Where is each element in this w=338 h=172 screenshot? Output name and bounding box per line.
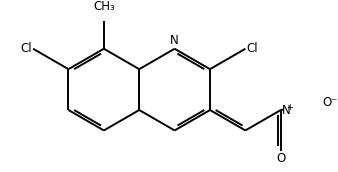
- Text: Cl: Cl: [247, 42, 258, 55]
- Text: N: N: [170, 34, 179, 47]
- Text: Cl: Cl: [20, 42, 32, 55]
- Text: O: O: [276, 152, 285, 165]
- Text: N: N: [282, 104, 290, 116]
- Text: +: +: [286, 103, 293, 112]
- Text: CH₃: CH₃: [93, 0, 115, 13]
- Text: O⁻: O⁻: [322, 96, 338, 109]
